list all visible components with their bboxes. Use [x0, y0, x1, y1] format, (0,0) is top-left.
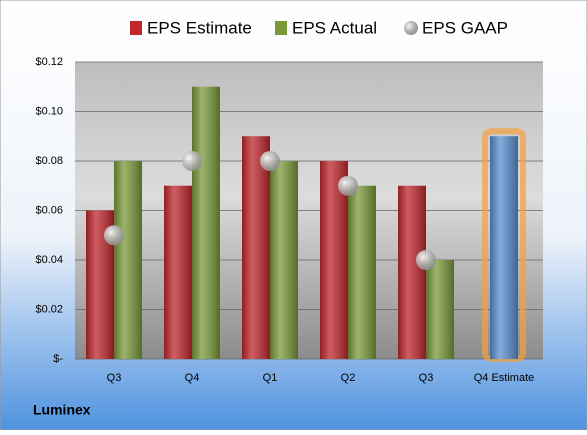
gaap-highlight	[338, 175, 358, 196]
y-tick-label: $0.04	[35, 254, 63, 266]
y-tick-label: $0.10	[35, 105, 63, 117]
bar-shade	[398, 185, 426, 359]
y-tick-label: $-	[53, 353, 63, 365]
x-tick-label: Q3	[419, 372, 434, 384]
bar-shade	[192, 86, 220, 359]
legend-label: EPS Actual	[292, 18, 377, 37]
x-tick-label: Q2	[341, 372, 356, 384]
y-tick-label: $0.12	[35, 56, 63, 68]
legend-swatch	[130, 21, 142, 35]
x-tick-label: Q1	[263, 372, 278, 384]
y-tick-label: $0.08	[35, 155, 63, 167]
bar-shade	[164, 185, 192, 359]
bar-shade	[348, 185, 376, 359]
gaap-highlight	[104, 225, 124, 246]
y-tick-label: $0.02	[35, 303, 63, 315]
legend-swatch	[404, 21, 418, 35]
bar-shade	[114, 161, 142, 359]
y-tick-label: $0.06	[35, 204, 63, 216]
gaap-highlight	[260, 151, 280, 171]
x-tick-label: Q4	[185, 372, 200, 384]
x-tick-label: Q4 Estimate	[474, 372, 535, 384]
gaap-highlight	[182, 151, 202, 171]
legend-label: EPS GAAP	[422, 18, 508, 37]
footer: Luminex	[33, 402, 91, 418]
bar-shade	[242, 136, 270, 359]
bar-shade	[490, 136, 518, 359]
x-tick-label: Q3	[107, 372, 122, 384]
legend-swatch	[275, 21, 287, 35]
gaap-highlight	[416, 250, 436, 270]
legend-label: EPS Estimate	[147, 18, 252, 37]
bar-shade	[270, 161, 298, 359]
bar-shade	[426, 260, 454, 359]
